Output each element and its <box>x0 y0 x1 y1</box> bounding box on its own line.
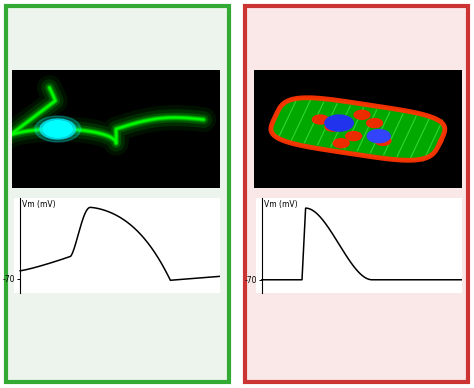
Text: ~10^4 cells: ~10^4 cells <box>85 50 149 60</box>
Text: Hcn4  Hcn1  Cx45  Cx30.2: Hcn4 Hcn1 Cx45 Cx30.2 <box>37 352 197 362</box>
Text: Working Cardiomyocyte: Working Cardiomyocyte <box>273 29 440 42</box>
Text: Pacemaker Cell: Pacemaker Cell <box>64 29 171 42</box>
Polygon shape <box>12 70 220 188</box>
Polygon shape <box>254 70 462 188</box>
FancyBboxPatch shape <box>245 6 468 382</box>
Text: Vm (mV): Vm (mV) <box>22 200 56 209</box>
Circle shape <box>333 139 349 148</box>
Text: A: A <box>14 17 25 31</box>
Circle shape <box>312 115 328 124</box>
Circle shape <box>375 136 391 146</box>
Circle shape <box>40 119 75 139</box>
Circle shape <box>354 110 370 119</box>
Text: Vm (mV): Vm (mV) <box>264 200 298 209</box>
Circle shape <box>367 130 390 143</box>
Circle shape <box>346 132 362 140</box>
Text: Scn5a  Kcnj2  Cx40  Cx43: Scn5a Kcnj2 Cx40 Cx43 <box>278 352 435 362</box>
Polygon shape <box>271 98 445 160</box>
Circle shape <box>325 122 341 131</box>
Circle shape <box>366 119 383 128</box>
Text: B: B <box>253 17 264 31</box>
Circle shape <box>43 121 73 137</box>
FancyBboxPatch shape <box>6 6 229 382</box>
Circle shape <box>35 116 81 142</box>
Circle shape <box>325 115 353 131</box>
Text: ~10^9 cells: ~10^9 cells <box>325 50 389 60</box>
